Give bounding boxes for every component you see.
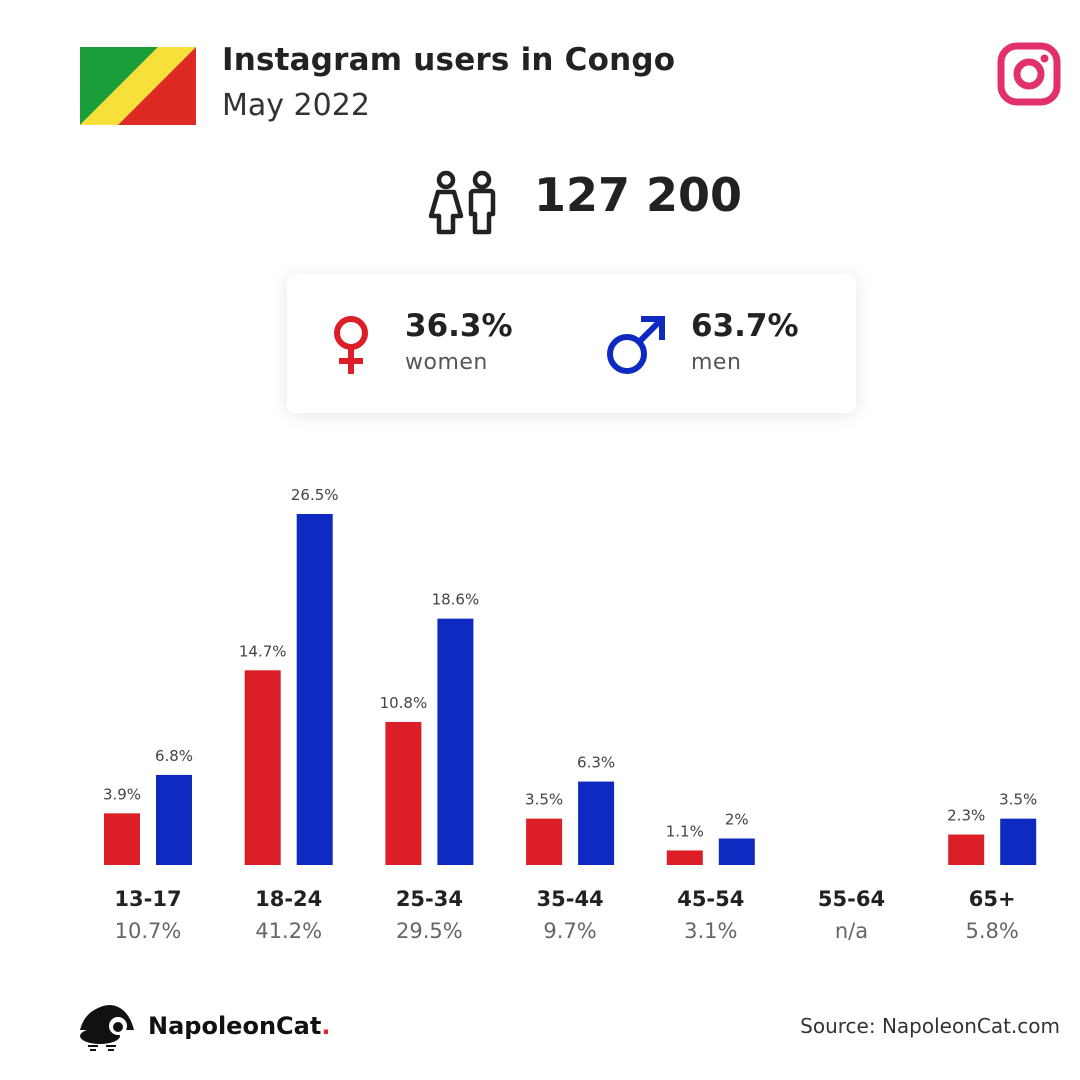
- age-group-label: 45-54: [677, 887, 744, 911]
- bar-65+-series-0: [948, 834, 985, 865]
- age-group-label: 13-17: [114, 887, 181, 911]
- bar-value-label: 2%: [725, 811, 749, 829]
- bar-35-44-series-0: [526, 818, 563, 865]
- age-group-label: 18-24: [255, 887, 322, 911]
- source-text: Source: NapoleonCat.com: [800, 1014, 1060, 1038]
- bar-18-24-series-1: [296, 514, 333, 865]
- bar-value-label: 3.5%: [525, 791, 563, 809]
- gender-card: 36.3% women 63.7% men: [287, 274, 856, 413]
- men-label: men: [691, 350, 742, 375]
- brand-dot: .: [321, 1012, 331, 1040]
- age-group-share: 3.1%: [684, 919, 737, 943]
- bar-value-label: 3.5%: [999, 791, 1037, 809]
- brand-name: NapoleonCat.: [148, 1012, 330, 1040]
- age-group-share: 10.7%: [115, 919, 182, 943]
- age-group-label: 55-64: [818, 887, 885, 911]
- female-icon: [334, 316, 368, 374]
- age-group-share: 41.2%: [255, 919, 322, 943]
- age-gender-bar-chart: 3.9% 6.8% 13-17 10.7% 14.7% 26.5% 18-24 41.2% 10…: [103, 486, 1037, 943]
- age-group-label: 65+: [969, 887, 1016, 911]
- page-title: Instagram users in Congo: [222, 42, 676, 78]
- bar-25-34-series-0: [385, 721, 422, 865]
- bar-value-label: 2.3%: [947, 807, 985, 825]
- age-group-share: 9.7%: [543, 919, 596, 943]
- bar-value-label: 1.1%: [666, 822, 704, 840]
- age-group-share: n/a: [835, 919, 868, 943]
- age-group-label: 35-44: [537, 887, 604, 911]
- bar-value-label: 14.7%: [239, 642, 287, 660]
- women-label: women: [405, 350, 488, 375]
- bar-35-44-series-1: [578, 781, 615, 865]
- age-group-share: 29.5%: [396, 919, 463, 943]
- bar-18-24-series-0: [244, 670, 281, 865]
- bar-13-17-series-0: [104, 813, 140, 865]
- male-icon: [607, 316, 665, 374]
- instagram-icon: [997, 42, 1061, 106]
- age-group-label: 25-34: [396, 887, 463, 911]
- bar-value-label: 6.3%: [577, 754, 615, 772]
- bar-25-34-series-1: [437, 618, 474, 865]
- bar-value-label: 18.6%: [432, 591, 480, 609]
- bar-13-17-series-1: [156, 774, 192, 865]
- congo-flag: [80, 47, 196, 125]
- bar-65+-series-1: [1000, 818, 1037, 865]
- total-users: 127 200: [534, 168, 743, 222]
- age-group-share: 5.8%: [966, 919, 1019, 943]
- napoleoncat-logo-icon: [80, 1005, 134, 1051]
- bar-45-54-series-0: [666, 850, 703, 865]
- users-icon: [428, 170, 496, 235]
- brand-name-text: NapoleonCat: [148, 1012, 322, 1040]
- bar-45-54-series-1: [718, 838, 755, 865]
- bar-value-label: 6.8%: [155, 747, 193, 765]
- men-percentage: 63.7%: [691, 308, 799, 344]
- bar-value-label: 10.8%: [380, 694, 428, 712]
- bar-value-label: 26.5%: [291, 486, 339, 504]
- bar-value-label: 3.9%: [103, 785, 141, 803]
- women-percentage: 36.3%: [405, 308, 513, 344]
- page-subtitle: May 2022: [222, 88, 370, 123]
